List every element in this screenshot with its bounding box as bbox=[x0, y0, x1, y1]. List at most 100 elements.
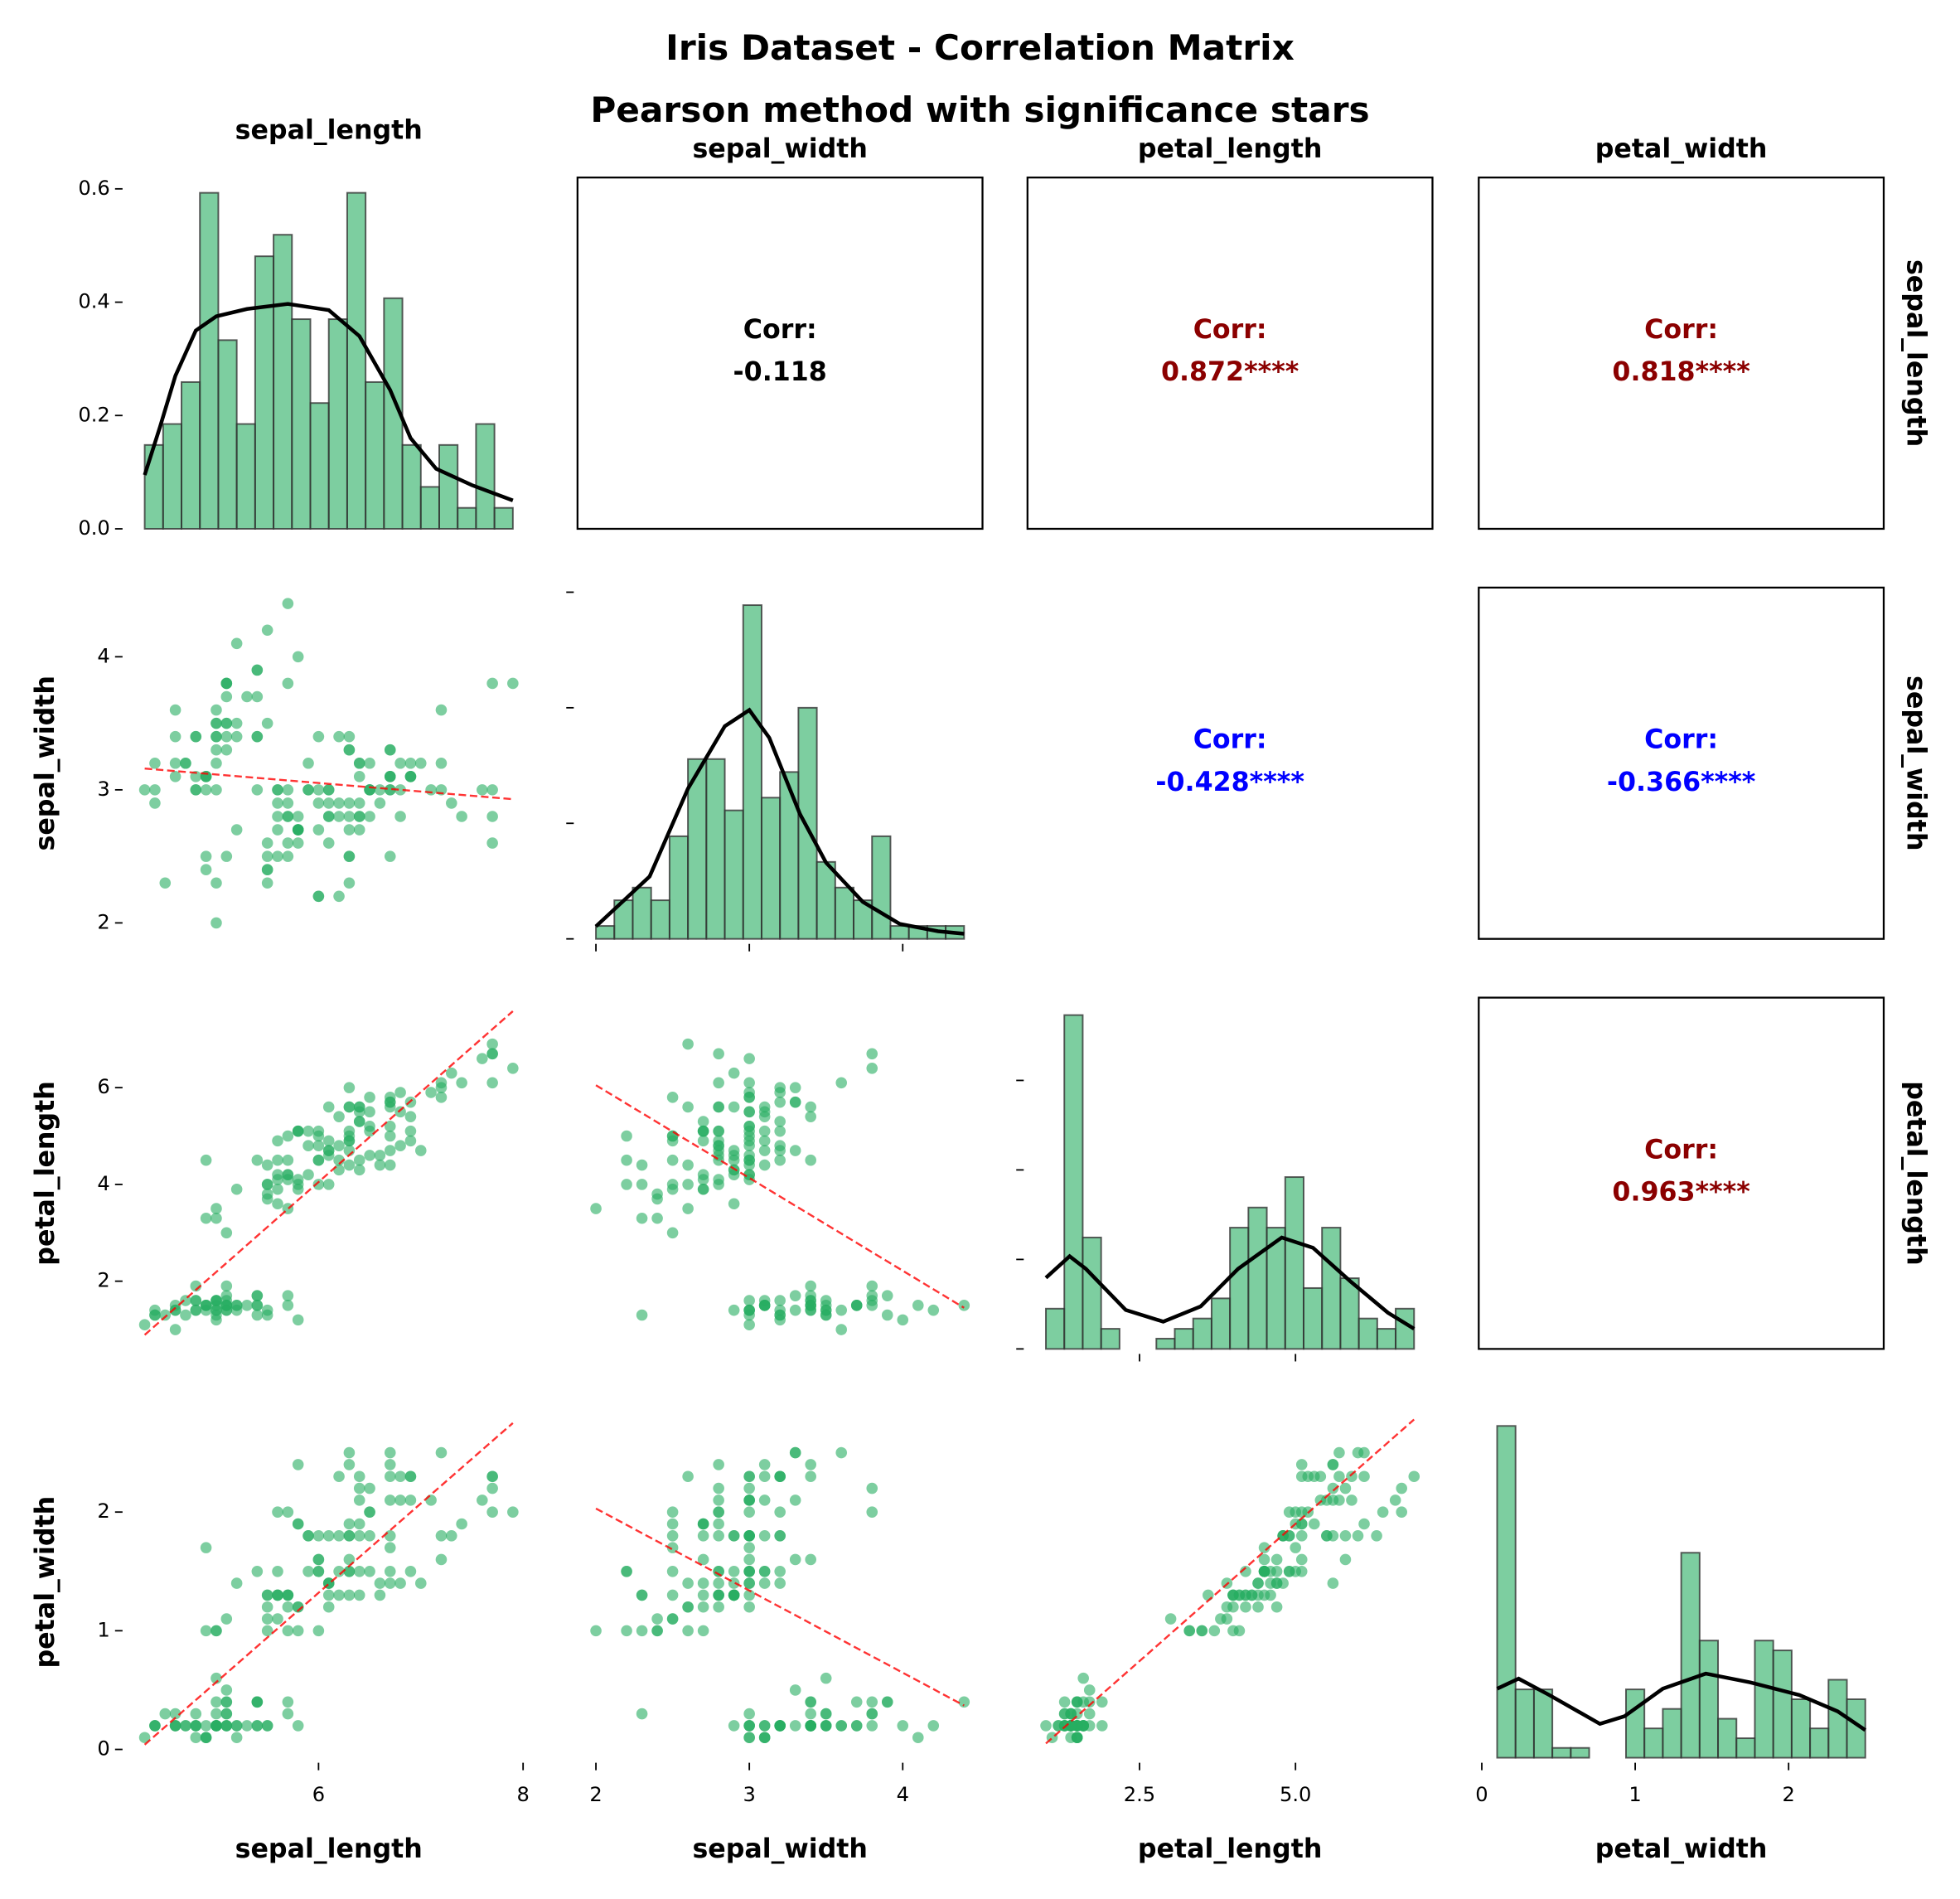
scatter-point bbox=[477, 1053, 488, 1064]
scatter-point bbox=[651, 1193, 663, 1205]
scatter-point bbox=[261, 864, 273, 875]
scatter-point bbox=[1358, 1446, 1370, 1459]
hist-bar bbox=[438, 443, 459, 530]
scatter-point bbox=[312, 1179, 325, 1190]
scatter-point bbox=[666, 1518, 679, 1530]
scatter-point bbox=[743, 1106, 755, 1118]
scatter-point bbox=[333, 1589, 345, 1601]
hist-bar bbox=[889, 925, 910, 940]
scatter-point bbox=[1208, 1625, 1221, 1637]
scatter-point bbox=[728, 1565, 740, 1577]
hist-bar bbox=[650, 899, 670, 940]
scatter-point bbox=[384, 1130, 396, 1142]
scatter-point bbox=[220, 1295, 233, 1306]
scatter-point bbox=[897, 1314, 909, 1326]
scatter-point bbox=[435, 1530, 448, 1542]
scatter-point bbox=[713, 1530, 724, 1542]
scatter-point bbox=[149, 1309, 161, 1321]
scatter-point bbox=[636, 1708, 648, 1720]
scatter-point bbox=[292, 1601, 304, 1613]
scatter-point bbox=[353, 1530, 365, 1542]
scatter-point bbox=[353, 797, 365, 809]
y-tick-label: 2 bbox=[97, 1499, 109, 1523]
scatter-point bbox=[261, 1309, 273, 1321]
scatter-point bbox=[282, 1174, 294, 1185]
scatter-point bbox=[1270, 1553, 1283, 1566]
scatter-point bbox=[651, 1212, 663, 1224]
scatter-point bbox=[1339, 1530, 1352, 1542]
scatter-point bbox=[651, 1625, 663, 1637]
scatter-point bbox=[728, 1589, 740, 1601]
scatter-point bbox=[322, 1179, 335, 1190]
hist-bar bbox=[291, 318, 312, 530]
scatter-point bbox=[866, 1295, 878, 1306]
scatter-point bbox=[743, 1295, 755, 1306]
scatter-point bbox=[1164, 1613, 1177, 1625]
scatter-point bbox=[200, 1732, 212, 1744]
scatter-point bbox=[220, 677, 233, 690]
scatter-point bbox=[353, 1482, 365, 1494]
corr-frame bbox=[1478, 586, 1885, 940]
scatter-point bbox=[292, 811, 304, 822]
scatter-point bbox=[200, 1154, 212, 1166]
scatter-point bbox=[190, 1304, 202, 1316]
scatter-point bbox=[211, 1708, 222, 1720]
scatter-point bbox=[697, 1589, 709, 1601]
scatter-point bbox=[343, 1459, 356, 1470]
scatter-point bbox=[343, 877, 356, 889]
scatter-point bbox=[743, 1542, 755, 1553]
scatter-point bbox=[169, 1304, 181, 1316]
scatter-point bbox=[425, 784, 437, 796]
scatter-point bbox=[507, 677, 519, 690]
scatter-point bbox=[312, 1553, 325, 1566]
scatter-point bbox=[636, 1625, 648, 1637]
x-tick-label: 3 bbox=[743, 1783, 755, 1806]
scatter-point bbox=[333, 1111, 345, 1122]
scatter-point bbox=[774, 1140, 786, 1151]
scatter-point bbox=[743, 1506, 755, 1518]
scatter-point bbox=[374, 1159, 386, 1171]
scatter-point bbox=[343, 1101, 356, 1113]
scatter-point bbox=[758, 1159, 771, 1171]
row-label: sepal_length bbox=[1901, 259, 1931, 447]
scatter-point bbox=[1327, 1482, 1339, 1494]
scatter-point bbox=[230, 730, 243, 743]
scatter-point bbox=[621, 1179, 632, 1190]
scatter-point bbox=[805, 1154, 816, 1166]
scatter-point bbox=[636, 1159, 648, 1171]
scatter-point bbox=[322, 1589, 335, 1601]
scatter-point bbox=[774, 1470, 786, 1483]
x-tick-label: 2 bbox=[1783, 1783, 1795, 1806]
x-tick-label: 2.5 bbox=[1124, 1783, 1155, 1806]
hist-bar bbox=[1496, 1425, 1517, 1759]
scatter-point bbox=[1270, 1601, 1283, 1613]
scatter-point bbox=[343, 744, 356, 756]
scatter-point bbox=[414, 1577, 427, 1589]
scatter-point bbox=[333, 1154, 345, 1166]
scatter-point bbox=[789, 1720, 801, 1732]
scatter-point bbox=[149, 784, 161, 796]
corr-frame bbox=[576, 177, 984, 530]
scatter-point bbox=[272, 1169, 283, 1181]
scatter-point bbox=[241, 690, 253, 703]
scatter-point bbox=[211, 1203, 222, 1214]
scatter-point bbox=[805, 1470, 816, 1483]
scatter-point bbox=[805, 1553, 816, 1566]
scatter-point bbox=[713, 1506, 724, 1518]
scatter-point bbox=[211, 1304, 222, 1316]
hist-bar bbox=[1284, 1176, 1304, 1350]
scatter-point bbox=[912, 1300, 924, 1311]
hist-bar bbox=[365, 380, 385, 530]
scatter-point bbox=[1339, 1553, 1352, 1566]
scatter-point bbox=[789, 1290, 801, 1301]
scatter-point bbox=[743, 1304, 755, 1316]
scatter-point bbox=[927, 1720, 940, 1732]
scatter-point bbox=[180, 1309, 191, 1321]
corr-frame bbox=[1478, 996, 1885, 1350]
scatter-point bbox=[743, 1077, 755, 1089]
scatter-point bbox=[169, 757, 181, 769]
scatter-point bbox=[636, 1589, 648, 1601]
scatter-point bbox=[322, 837, 335, 849]
hist-bar bbox=[143, 443, 164, 530]
scatter-point bbox=[805, 1459, 816, 1470]
